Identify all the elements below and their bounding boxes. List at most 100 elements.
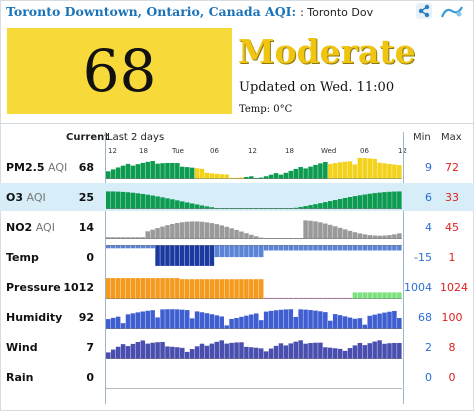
sparkline-bar [115,278,121,299]
sparkline-bar [357,195,363,209]
sparkline-bar [175,278,180,299]
sparkline-bar [165,309,170,329]
sparkline-bar [308,220,313,239]
sparkline-bar [234,342,239,359]
aqi-level: Moderate [238,32,416,71]
sparkline-bar [332,226,338,239]
sparkline-bar [180,279,185,299]
sparkline-bar [219,225,224,239]
row-rain[interactable]: Rain 0 0 0 [0,363,474,391]
sparkline-bar [175,245,180,266]
time-tick: 06 [210,147,219,155]
sparkline-bar [214,341,220,359]
sparkline-humidity[interactable] [106,305,402,329]
sparkline-bar [308,205,313,209]
row-min-value: 68 [418,311,432,324]
sparkline-bar [387,292,392,299]
sparkline-bar [288,245,294,251]
sparkline-bar [362,158,368,179]
sparkline-bar [397,343,402,359]
sparkline-bar [293,168,298,179]
sparkline-pressure[interactable] [106,275,402,299]
row-min-value: -15 [414,251,432,264]
row-pm25[interactable]: PM2.5 AQI 68 9 72 [0,153,474,181]
sparkline-bar [337,162,343,179]
sparkline-bar [372,193,377,209]
sparkline-bar [170,199,175,209]
row-humidity[interactable]: Humidity 92 68 100 [0,303,474,331]
row-max-value: 1 [448,251,456,264]
sparkline-bar [125,163,131,179]
sparkline-bar [392,191,397,209]
sparkline-pm25[interactable] [106,155,402,179]
sparkline-bar [372,341,377,359]
row-name: Pressure [6,281,61,294]
sparkline-bar [387,163,392,179]
sparkline-temp[interactable] [106,245,402,269]
sparkline-bar [397,191,402,209]
sparkline-bar [332,245,338,251]
sparkline-bar [184,167,190,179]
sparkline-wind[interactable] [106,335,402,359]
sparkline-bar [352,196,358,209]
sparkline-bar [165,245,170,266]
sparkline-bar [288,343,294,359]
sparkline-bar [249,176,254,179]
row-o3[interactable]: O3 AQI 25 6 33 [0,183,474,211]
sparkline-bar [328,347,333,359]
row-pressure[interactable]: Pressure 1012 1004 1024 [0,273,474,301]
row-no2[interactable]: NO2 AQI 14 4 45 [0,213,474,241]
sparkline-bar [342,316,348,329]
sparkline-bar [229,228,234,239]
sparkline-bar [283,309,289,329]
sparkline-bar [175,200,180,209]
sparkline-bar [194,346,200,359]
sparkline-bar [239,342,244,359]
sparkline-bar [180,309,185,329]
sparkline-bar [155,196,160,209]
sparkline-bar [204,206,210,209]
sparkline-bar [125,278,131,299]
sparkline-bar [130,165,136,179]
sparkline-bar [155,245,160,266]
sparkline-bar [175,222,180,239]
sparkline-bar [199,343,205,359]
sparkline-bar [194,311,200,329]
sparkline-bar [268,348,274,359]
sparkline-bar [342,350,348,359]
row-wind[interactable]: Wind 7 2 8 [0,333,474,361]
sparkline-bar [347,161,353,179]
sparkline-bar [392,234,397,239]
sparkline-bar [323,347,328,359]
sparkline-bar [352,318,358,329]
sparkline-bar [382,235,387,239]
sparkline-bar [194,221,200,239]
sparkline-bar [328,224,333,239]
row-current-value: 0 [86,371,94,384]
sparkline-bar [209,314,215,329]
sparkline-bar [130,278,136,299]
sparkline-rain[interactable] [106,365,402,389]
sparkline-bar [204,245,210,266]
sparkline-bar [204,313,210,329]
sparkline-bar [249,234,254,239]
share-icon[interactable] [416,3,432,19]
sparkline-bar [120,344,126,359]
sparkline-no2[interactable] [106,215,402,239]
sparkline-bar [110,169,116,179]
sparkline-bar [106,319,111,329]
sparkline-bar [372,245,377,251]
sparkline-bar [283,172,289,179]
sparkline-o3[interactable] [106,185,402,209]
sparkline-bar [214,315,220,329]
city-title[interactable]: Toronto Downtown, Ontario, Canada AQI: [6,4,297,19]
sparkline-bar [303,343,308,359]
sparkline-bar [258,279,264,299]
row-temp[interactable]: Temp 0 -15 1 [0,243,474,271]
aqicn-logo-icon[interactable] [440,3,464,19]
sparkline-bar [367,315,372,329]
sparkline-bar [323,312,328,329]
sparkline-bar [170,309,175,329]
sparkline-bar [130,343,136,359]
sparkline-bar [268,310,274,329]
